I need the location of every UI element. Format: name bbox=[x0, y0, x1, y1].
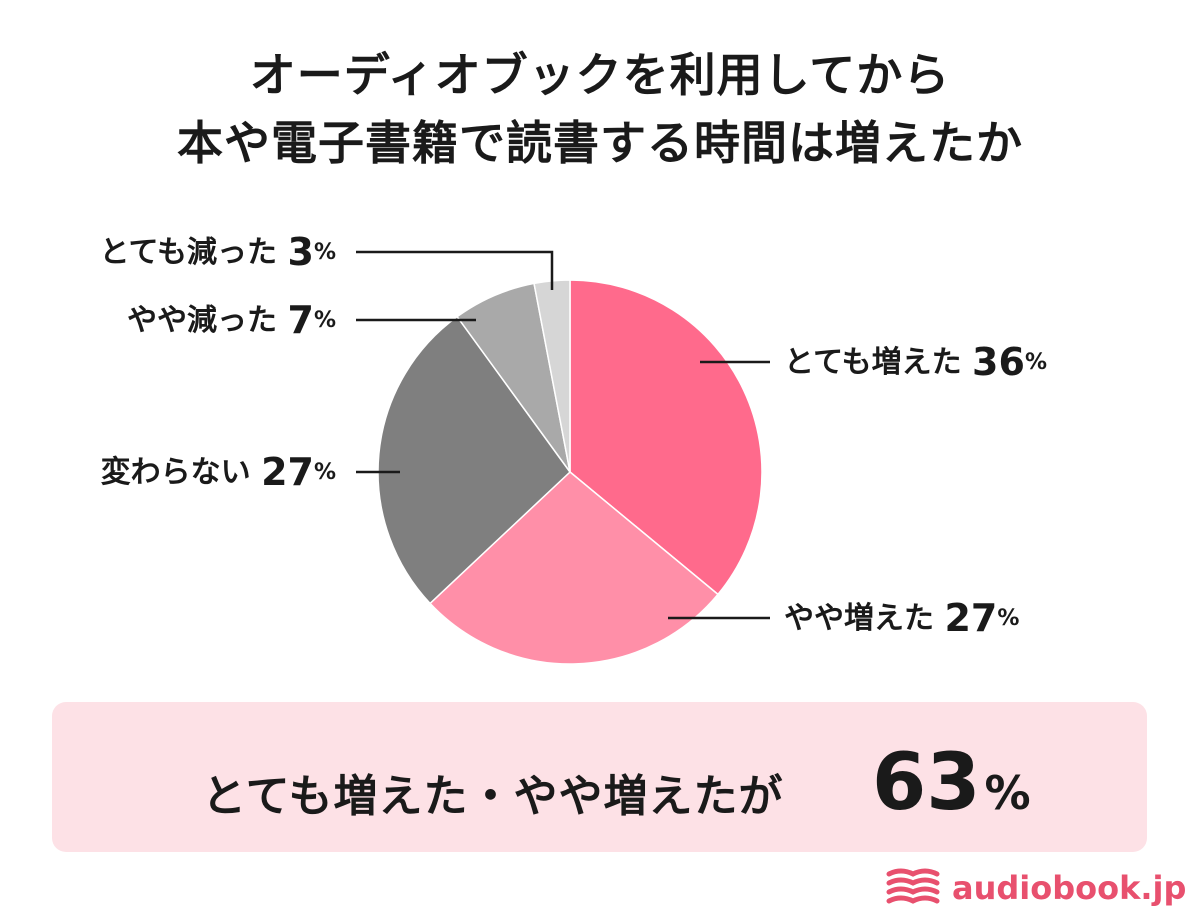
book-waves-icon bbox=[886, 868, 940, 904]
slice-label-slightly-decreased: やや減った 7% bbox=[127, 298, 336, 342]
summary-value: 63% bbox=[872, 744, 1031, 822]
brand-logo: audiobook.jp bbox=[886, 866, 1186, 910]
summary-number: 63 bbox=[872, 738, 981, 828]
chart-title-line-1: オーディオブックを利用してから bbox=[249, 48, 951, 102]
leader-line-very-decreased bbox=[356, 250, 554, 290]
pie-slice-slightly-increased bbox=[428, 471, 719, 665]
summary-unit: % bbox=[984, 766, 1031, 820]
slice-label-very-increased: とても増えた 36% bbox=[784, 340, 1047, 384]
summary-text: とても増えた・やや増えたが bbox=[202, 771, 784, 822]
brand-name: audiobook.jp bbox=[952, 869, 1187, 907]
slice-label-slightly-increased: やや増えた 27% bbox=[784, 596, 1019, 640]
slice-label-very-decreased: とても減った 3% bbox=[99, 230, 336, 274]
pie-slice-very-increased bbox=[569, 279, 763, 596]
slice-label-unchanged: 変わらない 27% bbox=[101, 450, 336, 494]
pie-slice-unchanged bbox=[377, 315, 571, 605]
chart-title-line-2: 本や電子書籍で読書する時間は増えたか bbox=[177, 116, 1023, 170]
pie-chart: とても増えた 36% やや増えた 27% 変わらない 27% やや減った 7% とても減… bbox=[99, 230, 1047, 665]
summary-box: とても増えた・やや増えたが 63% bbox=[52, 702, 1147, 852]
